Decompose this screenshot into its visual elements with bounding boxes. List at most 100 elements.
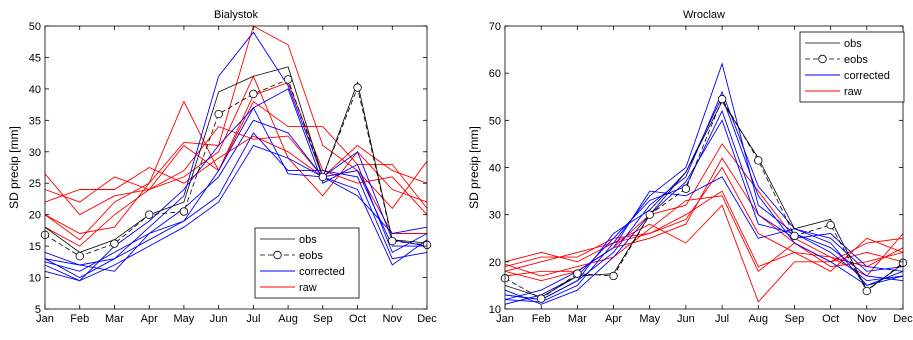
axis-ticks: 5 10 15 20 25 30 35 40 45 50 Jan Feb Mar Apr May Jun Jul… [29, 21, 438, 325]
x-tick-label: Dec [417, 313, 437, 325]
y-tick-label: 40 [489, 163, 501, 175]
x-tick-label: Sep [313, 313, 333, 325]
series-line-eobs [504, 98, 904, 300]
x-tick-label: Jan [36, 313, 54, 325]
eobs-marker [249, 89, 258, 99]
legend-label: raw [844, 86, 862, 98]
eobs-marker [645, 210, 654, 219]
series-line-eobs [44, 78, 428, 257]
legend-label: eobs [844, 54, 868, 66]
eobs-marker [790, 231, 799, 241]
y-tick-label: 20 [29, 210, 41, 222]
y-tick-label: 10 [29, 273, 41, 285]
series-line-raw [44, 75, 428, 203]
series-line-raw [504, 190, 904, 272]
y-axis-label: SD precip [mm] [467, 126, 481, 209]
x-tick-label: Sep [785, 313, 805, 325]
series-line-obs [504, 100, 904, 298]
y-tick-label: 60 [489, 68, 501, 80]
chart-title: Wroclaw [683, 9, 725, 21]
y-tick-label: 70 [489, 21, 501, 33]
eobs-marker [283, 75, 293, 84]
series-line-corrected [504, 119, 904, 305]
x-tick-label: Mar [568, 313, 587, 325]
y-tick-label: 45 [29, 52, 41, 64]
x-tick-label: Nov [857, 313, 877, 325]
x-tick-label: Feb [532, 313, 551, 325]
eobs-marker [388, 236, 397, 246]
series-line-corrected [504, 176, 904, 301]
chart-wroclaw: Wroclaw SD precip [mm] 10 20 30 40 50 60 70 Jan… [467, 9, 913, 325]
series-line-corrected [504, 109, 904, 305]
x-tick-label: Nov [382, 313, 402, 325]
y-tick-label: 50 [489, 115, 501, 127]
x-tick-label: Jun [677, 313, 695, 325]
legend-box [799, 31, 905, 103]
series-line-corrected [44, 144, 428, 282]
x-tick-label: Aug [278, 313, 298, 325]
x-tick-label: May [174, 313, 195, 325]
series-lines [40, 25, 432, 282]
series-line-raw [44, 100, 428, 234]
y-tick-label: 15 [29, 241, 41, 253]
series-line-raw [44, 25, 427, 241]
x-tick-label: May [639, 313, 660, 325]
legend: obs eobs corrected raw [254, 227, 360, 299]
x-tick-label: Apr [141, 313, 158, 325]
eobs-marker [609, 271, 618, 281]
y-axis-label: SD precip [mm] [7, 126, 21, 209]
series-line-raw [504, 204, 904, 303]
eobs-marker [318, 172, 328, 182]
chart-bialystok: Bialystok SD precip [mm] 5 10 15 20 25 30 35 40… [7, 9, 437, 325]
series-line-raw [504, 166, 904, 268]
series-line-raw [504, 143, 904, 277]
legend-marker [818, 54, 827, 64]
x-tick-label: Apr [605, 313, 622, 325]
series-line-corrected [44, 31, 428, 279]
legend-label: obs [844, 38, 862, 50]
eobs-marker [754, 156, 763, 165]
y-tick-label: 25 [29, 178, 41, 190]
series-line-raw [44, 135, 428, 203]
plot-frame [44, 25, 428, 310]
y-tick-label: 30 [29, 147, 41, 159]
series-line-obs [44, 66, 428, 253]
eobs-marker [353, 83, 362, 92]
eobs-marker [179, 207, 189, 216]
eobs-marker [110, 239, 119, 248]
eobs-marker [75, 251, 84, 261]
x-tick-label: Jul [246, 313, 260, 325]
x-tick-label: Feb [70, 313, 89, 325]
eobs-marker [681, 184, 691, 193]
legend-label: raw [299, 282, 317, 294]
chart-title: Bialystok [214, 9, 259, 21]
legend-marker [273, 250, 282, 260]
series-line-raw [44, 126, 428, 216]
y-tick-label: 20 [489, 257, 501, 269]
legend-label: corrected [844, 70, 890, 82]
series-line-corrected [504, 62, 904, 303]
series-lines [500, 62, 908, 305]
x-tick-label: Aug [748, 313, 768, 325]
eobs-marker [862, 286, 872, 296]
eobs-marker [573, 269, 582, 278]
x-tick-label: Mar [105, 313, 124, 325]
plot-frame [504, 25, 904, 310]
y-tick-label: 30 [489, 210, 501, 222]
x-tick-label: Dec [893, 313, 913, 325]
y-tick-label: 35 [29, 115, 41, 127]
x-tick-label: Jun [210, 313, 228, 325]
legend-label: corrected [299, 266, 345, 278]
eobs-marker [717, 94, 727, 104]
series-line-corrected [504, 95, 904, 301]
x-tick-label: Jul [715, 313, 729, 325]
series-line-raw [504, 195, 904, 277]
series-line-corrected [44, 132, 428, 266]
legend-label: eobs [299, 250, 323, 262]
legend-box [254, 227, 360, 299]
eobs-marker [144, 210, 154, 219]
y-tick-label: 5 [35, 304, 41, 316]
series-line-corrected [44, 88, 428, 282]
y-tick-label: 50 [29, 21, 41, 33]
